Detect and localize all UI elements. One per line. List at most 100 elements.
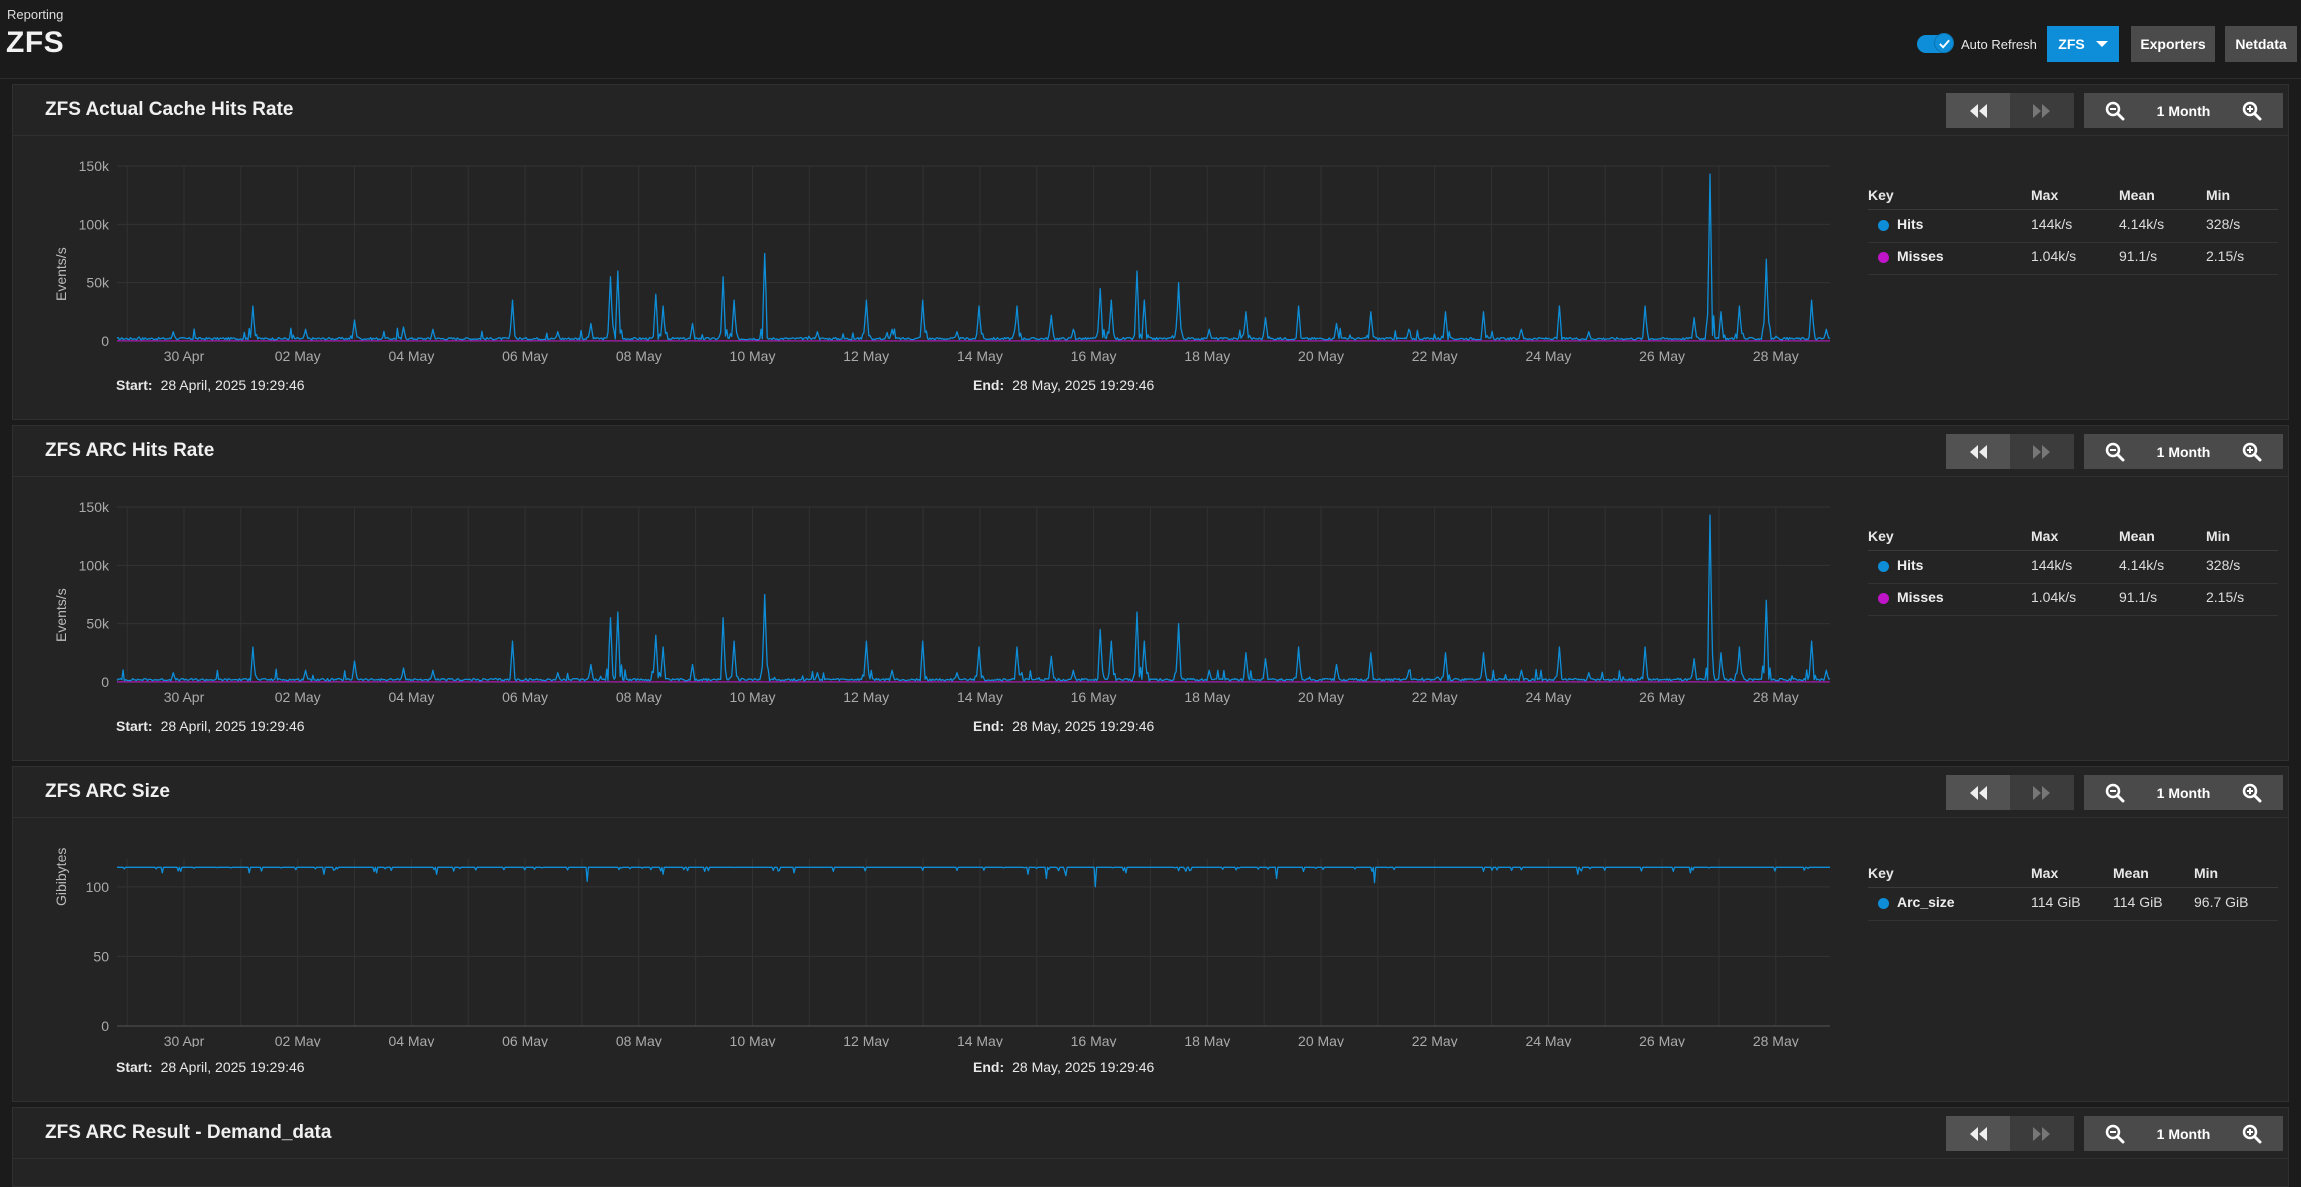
- x-tick-label: 02 May: [275, 1033, 321, 1047]
- zoom-out-icon: [2105, 783, 2125, 803]
- series-name: Hits: [1897, 216, 1923, 232]
- rewind-button[interactable]: [1946, 775, 2010, 810]
- page-title: ZFS: [6, 26, 64, 60]
- start-label: Start:: [116, 377, 153, 393]
- x-tick-label: 22 May: [1412, 689, 1458, 705]
- legend-header-cell: Max: [2031, 187, 2058, 203]
- netdata-button[interactable]: Netdata: [2225, 26, 2297, 62]
- series-line-arc_size: [117, 867, 1830, 887]
- series-color-dot: [1878, 252, 1889, 263]
- report-card: ZFS Actual Cache Hits Rate 1 Month Event…: [12, 84, 2289, 420]
- x-tick-label: 08 May: [616, 348, 662, 364]
- y-tick-label: 0: [101, 1018, 109, 1034]
- series-line-hits: [117, 174, 1830, 340]
- report-card: ZFS ARC Hits Rate 1 Month Events/s 30 Ap…: [12, 425, 2289, 761]
- fast-forward-button[interactable]: [2010, 434, 2074, 469]
- y-tick-label: 100k: [79, 216, 110, 232]
- x-tick-label: 22 May: [1412, 348, 1458, 364]
- x-tick-label: 30 Apr: [164, 1033, 205, 1047]
- legend-row[interactable]: Hits 144k/s 4.14k/s 328/s: [1868, 551, 2278, 584]
- x-tick-label: 06 May: [502, 689, 548, 705]
- x-tick-label: 10 May: [730, 348, 776, 364]
- toggle-switch[interactable]: [1917, 35, 1953, 53]
- x-tick-label: 28 May: [1753, 348, 1799, 364]
- start-value: 28 April, 2025 19:29:46: [161, 1059, 305, 1075]
- exporters-button[interactable]: Exporters: [2131, 26, 2215, 62]
- series-mean: 114 GiB: [2113, 894, 2163, 910]
- fast-forward-button[interactable]: [2010, 775, 2074, 810]
- range-end: End:28 May, 2025 19:29:46: [973, 718, 1154, 734]
- legend-header-cell: Mean: [2113, 865, 2149, 881]
- y-tick-label: 100: [86, 879, 110, 895]
- fast-forward-button[interactable]: [2010, 1116, 2074, 1151]
- series-color-dot: [1878, 220, 1889, 231]
- time-nav-group: [1946, 434, 2074, 469]
- rewind-button[interactable]: [1946, 93, 2010, 128]
- series-color-dot: [1878, 898, 1889, 909]
- x-tick-label: 16 May: [1071, 1033, 1117, 1047]
- zfs-dropdown-button[interactable]: ZFS: [2047, 26, 2119, 62]
- zoom-level-label: 1 Month: [2146, 1126, 2221, 1142]
- legend-row[interactable]: Misses 1.04k/s 91.1/s 2.15/s: [1868, 242, 2278, 275]
- series-min: 328/s: [2206, 557, 2240, 573]
- series-min: 2.15/s: [2206, 589, 2244, 605]
- zoom-level-label: 1 Month: [2146, 444, 2221, 460]
- zoom-in-button[interactable]: [2221, 434, 2283, 469]
- x-tick-label: 18 May: [1184, 689, 1230, 705]
- x-tick-label: 04 May: [388, 689, 434, 705]
- start-value: 28 April, 2025 19:29:46: [161, 377, 305, 393]
- zoom-out-button[interactable]: [2084, 434, 2146, 469]
- rewind-button[interactable]: [1946, 434, 2010, 469]
- end-label: End:: [973, 377, 1004, 393]
- zoom-out-icon: [2105, 1124, 2125, 1144]
- x-tick-label: 24 May: [1525, 1033, 1571, 1047]
- zoom-out-button[interactable]: [2084, 93, 2146, 128]
- series-name: Misses: [1897, 589, 1944, 605]
- zoom-in-button[interactable]: [2221, 93, 2283, 128]
- zoom-group: 1 Month: [2084, 434, 2283, 469]
- card-title: ZFS ARC Result - Demand_data: [45, 1122, 331, 1144]
- rewind-button[interactable]: [1946, 1116, 2010, 1151]
- y-tick-label: 100k: [79, 557, 110, 573]
- legend-row[interactable]: Hits 144k/s 4.14k/s 328/s: [1868, 210, 2278, 243]
- legend-header-cell: Max: [2031, 528, 2058, 544]
- breadcrumb[interactable]: Reporting: [7, 7, 63, 22]
- x-tick-label: 20 May: [1298, 1033, 1344, 1047]
- caret-down-icon: [2096, 41, 2108, 47]
- series-max: 144k/s: [2031, 216, 2072, 232]
- fast-forward-icon: [2032, 445, 2052, 459]
- series-mean: 91.1/s: [2119, 589, 2157, 605]
- legend-header-cell: Key: [1868, 865, 1894, 881]
- range-start: Start: 28 April, 2025 19:29:46: [116, 377, 305, 393]
- end-label: End:: [973, 1059, 1004, 1075]
- fast-forward-icon: [2032, 1127, 2052, 1141]
- auto-refresh-label: Auto Refresh: [1961, 37, 2037, 52]
- auto-refresh-toggle[interactable]: Auto Refresh: [1917, 32, 2037, 56]
- x-tick-label: 08 May: [616, 1033, 662, 1047]
- zoom-level-label: 1 Month: [2146, 103, 2221, 119]
- x-tick-label: 18 May: [1184, 1033, 1230, 1047]
- x-tick-label: 12 May: [843, 689, 889, 705]
- zoom-in-button[interactable]: [2221, 1116, 2283, 1151]
- x-tick-label: 30 Apr: [164, 689, 205, 705]
- x-tick-label: 22 May: [1412, 1033, 1458, 1047]
- series-name: Arc_size: [1897, 894, 1955, 910]
- zoom-in-icon: [2242, 442, 2262, 462]
- series-color-dot: [1878, 593, 1889, 604]
- x-tick-label: 14 May: [957, 348, 1003, 364]
- fast-forward-icon: [2032, 786, 2052, 800]
- zoom-in-button[interactable]: [2221, 775, 2283, 810]
- legend-row[interactable]: Misses 1.04k/s 91.1/s 2.15/s: [1868, 583, 2278, 616]
- zoom-out-button[interactable]: [2084, 1116, 2146, 1151]
- legend-row[interactable]: Arc_size 114 GiB 114 GiB 96.7 GiB: [1868, 888, 2278, 921]
- x-tick-label: 26 May: [1639, 689, 1685, 705]
- x-tick-label: 16 May: [1071, 348, 1117, 364]
- series-min: 2.15/s: [2206, 248, 2244, 264]
- time-nav-group: [1946, 93, 2074, 128]
- zoom-out-button[interactable]: [2084, 775, 2146, 810]
- fast-forward-button[interactable]: [2010, 93, 2074, 128]
